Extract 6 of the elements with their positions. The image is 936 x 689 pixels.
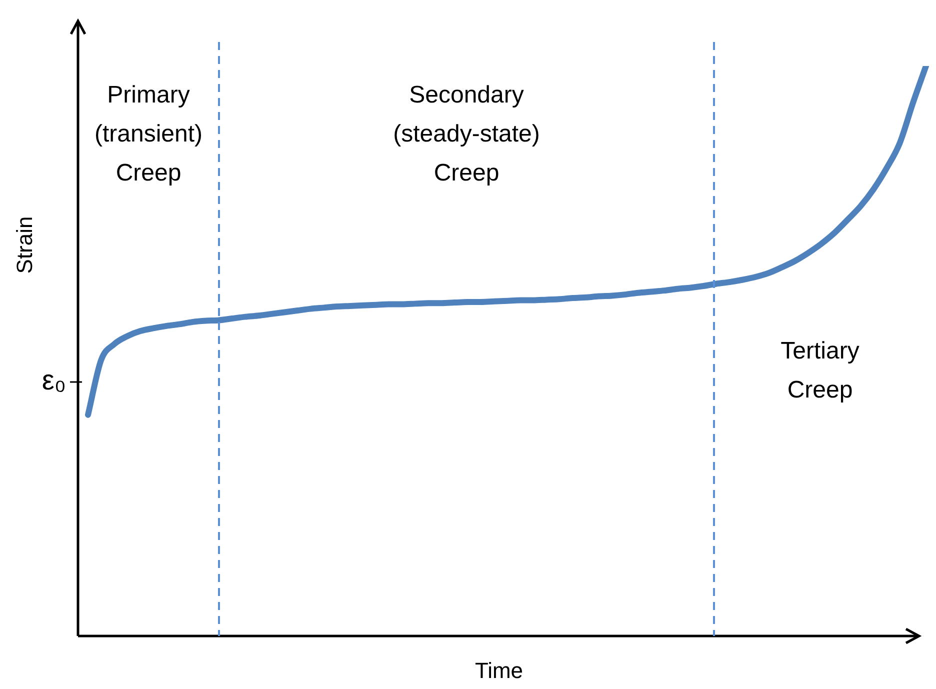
annotation: Tertiary Creep: [780, 338, 860, 404]
y-axis-title: Strain: [12, 216, 38, 274]
annotation: Primary (transient) Creep: [94, 82, 203, 187]
x-axis-title: Time: [474, 658, 524, 684]
text: ε₀: [42, 364, 66, 396]
annotation: Secondary (steady-state) Creep: [393, 82, 540, 187]
